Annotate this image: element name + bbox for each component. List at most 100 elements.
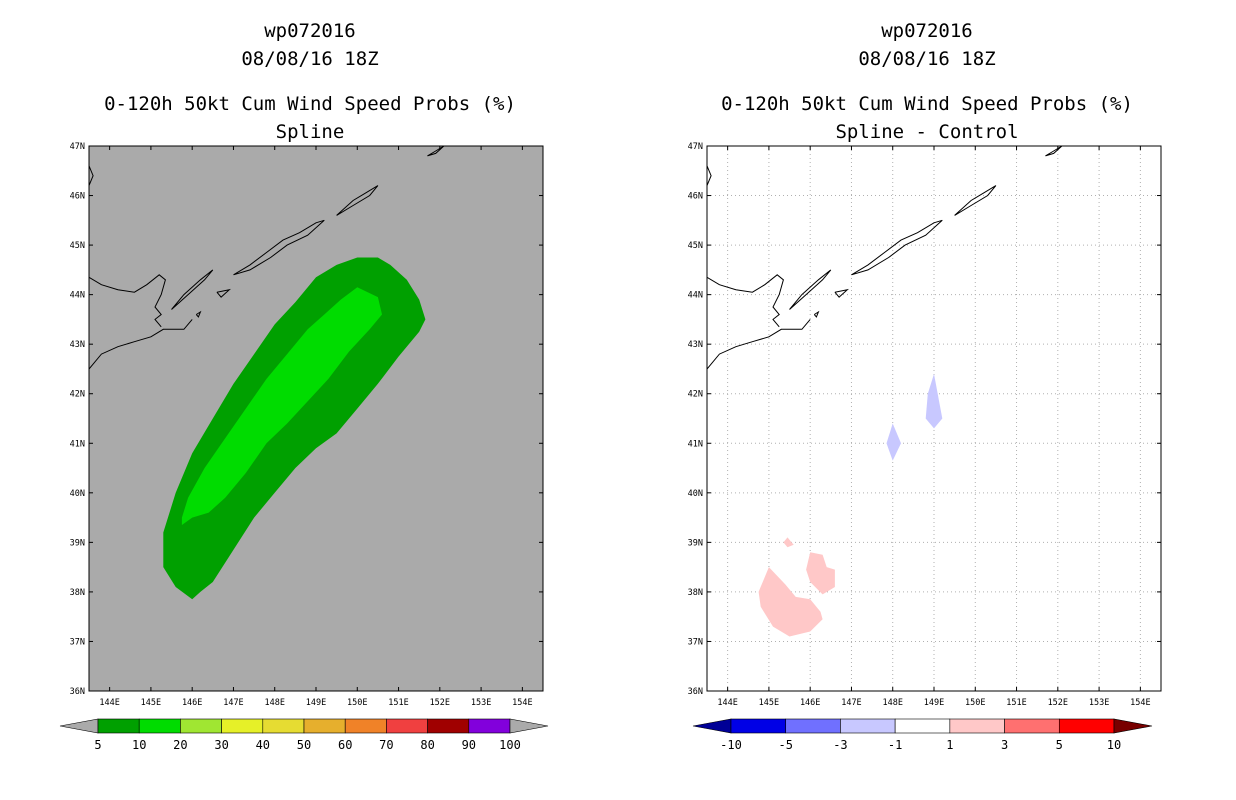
left-title-storm-id: wp072016 <box>264 20 356 42</box>
map-plot-area <box>89 146 445 600</box>
colorbar-segment <box>949 718 1005 734</box>
colorbar-label: 70 <box>379 738 393 752</box>
coastline <box>233 219 325 276</box>
right-map-panel: 144E 145E 146E 147E 148E 149E 150E 151E 152E 153E… <box>688 142 1162 708</box>
coastline <box>834 288 849 298</box>
contour--3to-1 <box>925 373 943 429</box>
colorbar-segment <box>468 718 511 734</box>
coastline <box>171 269 214 310</box>
colorbar-label: -10 <box>720 738 742 752</box>
coastline <box>195 310 202 318</box>
colorbar-under-arrow <box>59 718 99 734</box>
y-tick-label: 45N <box>688 241 703 251</box>
coastline <box>789 269 832 310</box>
y-tick-label: 44N <box>688 291 703 301</box>
x-tick-label: 154E <box>512 698 532 708</box>
coastline <box>89 319 193 370</box>
colorbar-segment <box>785 718 841 734</box>
x-tick-label: 154E <box>1130 698 1150 708</box>
colorbar-segment <box>262 718 305 734</box>
x-tick-label: 152E <box>1048 698 1068 708</box>
coastline <box>336 185 379 216</box>
colorbar-segment <box>1058 718 1115 734</box>
right-title-block: wp072016 08/08/16 18Z 0-120h 50kt Cum Wi… <box>721 20 1133 143</box>
right-title-product: 0-120h 50kt Cum Wind Speed Probs (%) <box>721 93 1133 115</box>
x-tick-label: 145E <box>759 698 779 708</box>
colorbar-segment <box>97 718 140 734</box>
colorbar-segment <box>180 718 222 734</box>
x-tick-label: 149E <box>306 698 326 708</box>
y-tick-label: 41N <box>70 439 85 449</box>
y-tick-label: 43N <box>70 340 85 350</box>
y-tick-label: 38N <box>688 588 703 598</box>
colorbar-label: 50 <box>297 738 311 752</box>
y-tick-label: 36N <box>688 687 703 697</box>
colorbar-label: 100 <box>499 738 521 752</box>
colorbar-label: 10 <box>132 738 146 752</box>
left-colorbar: 5 10 20 30 40 50 60 70 80 90 100 <box>59 718 549 752</box>
x-tick-label: 145E <box>141 698 161 708</box>
colorbar-segment <box>386 718 428 734</box>
x-tick-label: 152E <box>430 698 450 708</box>
colorbar-label: 5 <box>1056 738 1063 752</box>
left-title-block: wp072016 08/08/16 18Z 0-120h 50kt Cum Wi… <box>104 20 516 143</box>
left-title-datetime: 08/08/16 18Z <box>241 48 378 70</box>
colorbar-segment <box>303 718 346 734</box>
y-tick-label: 42N <box>70 390 85 400</box>
colorbar-label: -5 <box>778 738 792 752</box>
x-tick-label: 147E <box>223 698 243 708</box>
colorbar-label: 20 <box>173 738 187 752</box>
right-title-method: Spline - Control <box>835 121 1018 143</box>
coastline <box>954 185 997 216</box>
contour-1to3 <box>806 552 835 595</box>
y-tick-label: 45N <box>70 241 85 251</box>
right-colorbar: -10 -5 -3 -1 1 3 5 10 <box>692 718 1153 752</box>
x-tick-label: 144E <box>99 698 119 708</box>
x-tick-label: 151E <box>388 698 408 708</box>
x-tick-label: 144E <box>717 698 737 708</box>
coastline <box>707 274 784 328</box>
colorbar-label: 3 <box>1001 738 1008 752</box>
y-tick-label: 46N <box>70 192 85 202</box>
y-tick-label: 42N <box>688 390 703 400</box>
contour-10-20 <box>181 287 382 525</box>
x-tick-label: 150E <box>347 698 367 708</box>
colorbar-over-arrow <box>1113 718 1153 734</box>
coastline <box>89 274 166 328</box>
x-tick-label: 151E <box>1006 698 1026 708</box>
colorbar-over-arrow <box>509 718 549 734</box>
coastline <box>89 165 94 186</box>
x-tick-label: 146E <box>800 698 820 708</box>
colorbar-segment <box>344 718 387 734</box>
left-title-method: Spline <box>276 121 345 143</box>
y-tick-label: 46N <box>688 192 703 202</box>
x-tick-label: 148E <box>264 698 284 708</box>
colorbar-segment <box>730 718 787 734</box>
colorbar-segment <box>840 718 896 734</box>
coastline <box>707 165 712 186</box>
y-tick-label: 38N <box>70 588 85 598</box>
y-tick-label: 47N <box>688 142 703 152</box>
colorbar-label: 30 <box>214 738 228 752</box>
y-tick-label: 44N <box>70 291 85 301</box>
y-tick-label: 40N <box>688 489 703 499</box>
colorbar-label: -1 <box>888 738 902 752</box>
y-tick-label: 37N <box>70 637 85 647</box>
colorbar-label: 10 <box>1107 738 1121 752</box>
right-title-storm-id: wp072016 <box>881 20 973 42</box>
contour-5-10 <box>163 257 426 600</box>
y-tick-label: 43N <box>688 340 703 350</box>
coastline <box>216 288 231 298</box>
x-tick-label: 147E <box>841 698 861 708</box>
colorbar-segment <box>427 718 470 734</box>
colorbar-under-arrow <box>692 718 732 734</box>
colorbar-label: 40 <box>256 738 270 752</box>
coastline <box>707 319 811 370</box>
x-tick-label: 146E <box>182 698 202 708</box>
colorbar-label: 80 <box>420 738 434 752</box>
y-tick-label: 47N <box>70 142 85 152</box>
colorbar-segment <box>221 718 264 734</box>
x-tick-label: 150E <box>965 698 985 708</box>
left-map-panel: 144E 145E 146E 147E 148E 149E 150E 151E 152E 153E… <box>70 142 544 708</box>
